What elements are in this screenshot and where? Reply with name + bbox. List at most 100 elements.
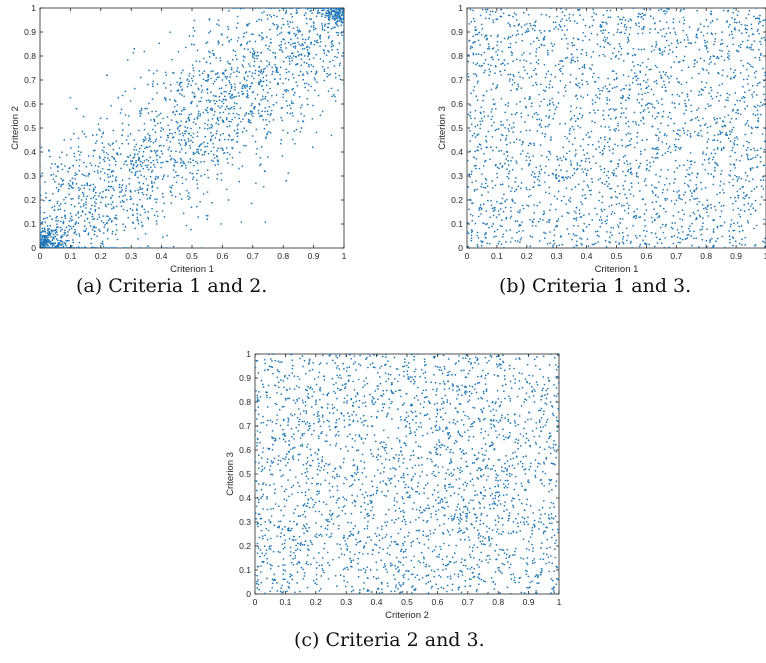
- data-point: [716, 57, 718, 59]
- data-point: [532, 155, 535, 157]
- data-point: [331, 95, 333, 98]
- data-point: [284, 42, 287, 45]
- data-point: [506, 155, 509, 157]
- data-point: [507, 159, 509, 162]
- data-point: [609, 241, 612, 244]
- data-point: [661, 191, 664, 194]
- data-point: [467, 232, 470, 235]
- data-point: [330, 11, 333, 13]
- data-point: [562, 176, 565, 178]
- data-point: [94, 142, 97, 145]
- data-point: [480, 147, 483, 150]
- data-point: [701, 135, 703, 137]
- data-point: [560, 236, 562, 238]
- data-point: [623, 25, 626, 28]
- data-point: [716, 193, 718, 196]
- data-point: [531, 171, 534, 173]
- data-point: [217, 160, 219, 163]
- data-point: [615, 116, 618, 119]
- data-point: [333, 26, 336, 29]
- data-point: [54, 232, 57, 234]
- data-point: [697, 107, 700, 110]
- data-point: [88, 173, 91, 176]
- data-point: [303, 61, 306, 64]
- data-point: [532, 142, 535, 145]
- data-point: [636, 131, 639, 134]
- data-point: [327, 66, 329, 69]
- data-point: [98, 155, 101, 158]
- data-point: [495, 87, 497, 90]
- data-point: [99, 230, 101, 232]
- data-point: [175, 181, 178, 184]
- data-point: [170, 90, 172, 92]
- data-point: [677, 129, 679, 131]
- data-point: [337, 34, 339, 37]
- data-point: [736, 109, 739, 112]
- data-point: [489, 70, 492, 73]
- data-point: [728, 34, 731, 36]
- data-point: [196, 183, 199, 185]
- data-point: [276, 83, 279, 86]
- data-point: [111, 180, 114, 183]
- data-point: [737, 44, 740, 47]
- data-point: [513, 190, 516, 193]
- data-point: [310, 70, 313, 73]
- data-point: [321, 65, 324, 68]
- data-point: [57, 190, 60, 193]
- data-point: [179, 133, 181, 136]
- data-point: [629, 143, 632, 146]
- data-point: [628, 94, 631, 97]
- data-point: [710, 237, 713, 240]
- data-point: [235, 132, 238, 135]
- data-point: [562, 155, 565, 158]
- data-point: [93, 233, 96, 236]
- data-point: [673, 27, 675, 30]
- data-point: [731, 33, 734, 36]
- data-point: [603, 208, 606, 211]
- data-point: [230, 139, 233, 141]
- data-point: [475, 53, 478, 55]
- data-point: [643, 122, 645, 125]
- data-point: [734, 74, 737, 77]
- data-point: [198, 100, 200, 103]
- data-point: [702, 151, 705, 153]
- data-point: [590, 32, 593, 35]
- data-point: [613, 128, 616, 131]
- data-point: [50, 242, 52, 245]
- data-point: [185, 120, 188, 123]
- data-point: [300, 8, 303, 9]
- data-point: [219, 116, 222, 119]
- data-point: [319, 37, 321, 40]
- data-point: [642, 28, 645, 30]
- data-point: [749, 205, 752, 207]
- data-point: [170, 119, 173, 121]
- data-point: [188, 119, 191, 121]
- data-point: [695, 218, 697, 221]
- data-point: [627, 125, 630, 128]
- data-point: [655, 43, 658, 46]
- data-point: [710, 95, 713, 98]
- data-point: [197, 87, 200, 90]
- data-point: [716, 225, 719, 228]
- data-point: [54, 247, 56, 248]
- data-point: [716, 164, 719, 167]
- data-point: [579, 86, 581, 89]
- data-point: [729, 225, 732, 228]
- data-point: [667, 147, 670, 150]
- data-point: [673, 61, 675, 63]
- data-point: [500, 149, 503, 152]
- data-point: [237, 22, 239, 24]
- data-point: [262, 89, 265, 91]
- data-point: [155, 220, 158, 222]
- data-point: [503, 64, 506, 66]
- data-point: [639, 190, 641, 192]
- data-point: [279, 66, 282, 69]
- data-point: [140, 174, 142, 177]
- data-point: [736, 14, 739, 16]
- data-point: [179, 92, 181, 95]
- data-point: [242, 59, 245, 62]
- data-point: [511, 168, 514, 171]
- data-point: [231, 58, 234, 61]
- data-point: [654, 186, 656, 189]
- data-point: [266, 65, 268, 68]
